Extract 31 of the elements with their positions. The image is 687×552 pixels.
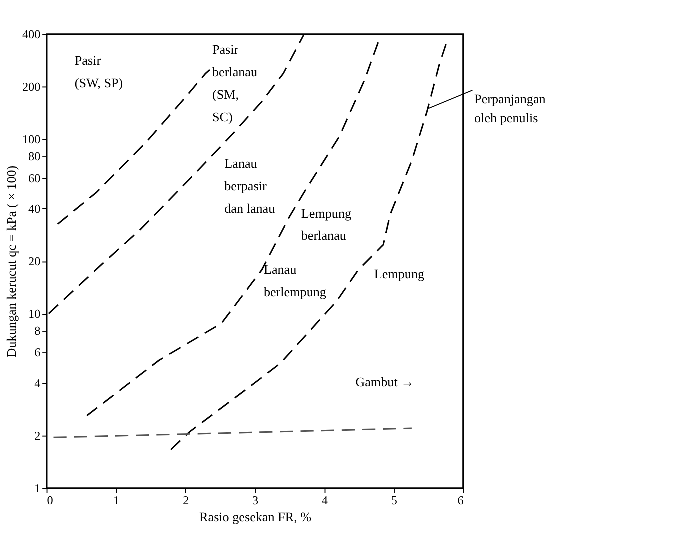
annotation: Gambut →: [356, 374, 414, 390]
x-tick-label: 6: [458, 494, 464, 508]
annotation: Pasir (SW, SP): [74, 53, 124, 91]
y-tick-label: 80: [28, 149, 41, 164]
y-tick-label: 10: [28, 307, 41, 322]
x-tick-label: 5: [391, 494, 398, 508]
x-tick-label: 2: [183, 494, 190, 508]
annotation: Lanau berpasir dan lanau: [224, 156, 276, 216]
y-axis-title: Dukungan kerucut qc = kPa ( × 100): [4, 166, 19, 358]
annotation: Lempung: [374, 266, 426, 282]
y-tick-label: 60: [28, 171, 41, 186]
y-tick-label: 8: [34, 324, 41, 338]
x-tick-label: 4: [322, 494, 328, 508]
y-tick-label: 400: [22, 28, 41, 42]
y-tick-label: 200: [22, 80, 41, 94]
annotation: Lempung berlanau: [301, 206, 352, 244]
x-axis-title: Rasio gesekan FR, %: [200, 510, 312, 524]
annotation: Perpanjangan oleh penulis: [474, 92, 546, 126]
y-tick-label: 4: [34, 376, 41, 390]
y-tick-label: 100: [22, 132, 41, 147]
y-tick-label: 1: [34, 481, 41, 496]
y-tick-label: 20: [28, 254, 41, 269]
x-tick-label: 1: [114, 494, 120, 508]
y-tick-label: 2: [34, 428, 41, 443]
line-series: [57, 69, 211, 226]
x-tick-label: 0: [47, 494, 54, 508]
annotation: Pasir berlanau (SM, SC): [212, 42, 258, 124]
x-tick-label: 3: [252, 494, 259, 508]
annotation: Lanau berlempung: [264, 262, 327, 300]
y-tick-label: 40: [28, 202, 41, 216]
y-tick-label: 6: [34, 346, 41, 360]
